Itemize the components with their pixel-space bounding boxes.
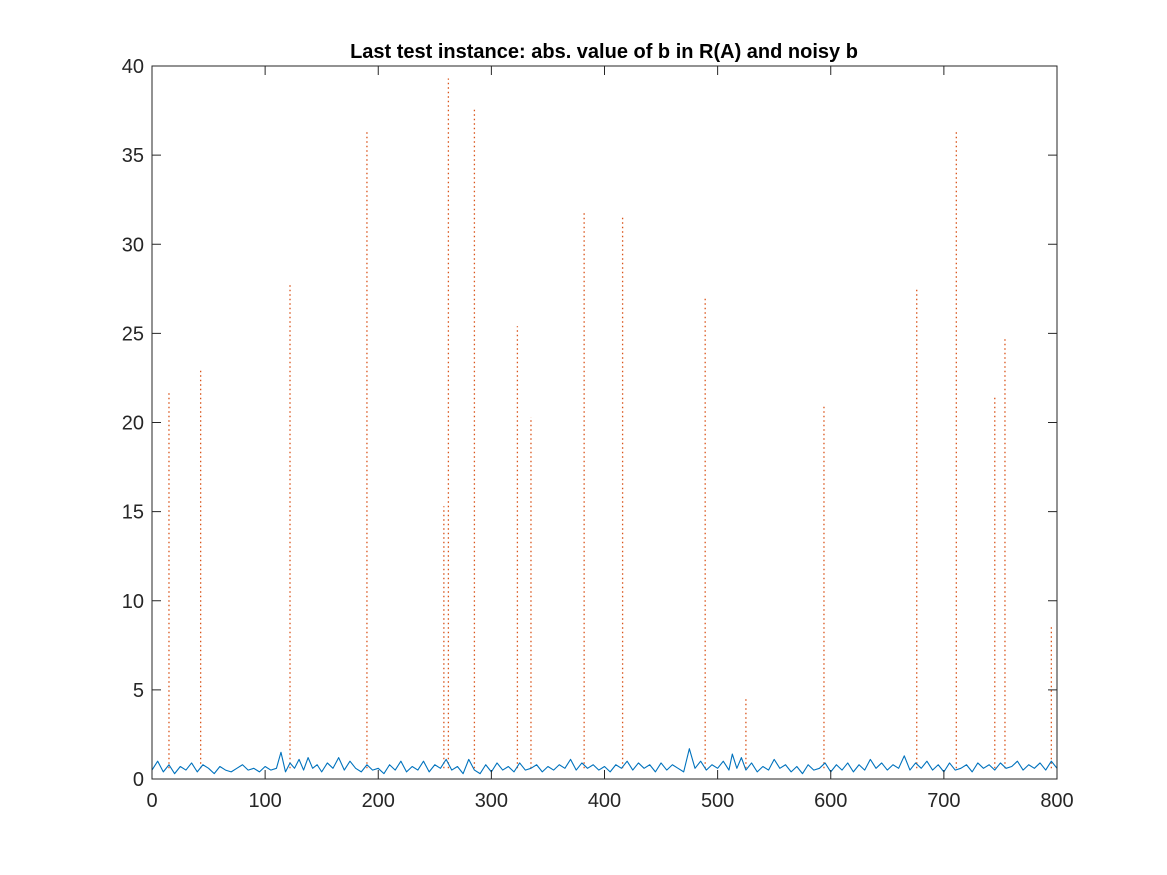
b-in-range-line: [151, 748, 1058, 775]
b-in-range-series: [151, 748, 1058, 775]
x-tick-label: 600: [814, 790, 847, 812]
x-tick-label: 100: [248, 790, 281, 812]
chart-title: Last test instance: abs. value of b in R…: [350, 41, 858, 63]
y-tick-label: 35: [122, 145, 144, 167]
y-tick-label: 5: [133, 680, 144, 702]
x-tick-label: 200: [362, 790, 395, 812]
x-tick-label: 300: [475, 790, 508, 812]
ticks: 0 100 200 300 400 500 600 700 800 0 5 10 15 20 25 30 35 4…: [122, 56, 1074, 812]
y-tick-label: 0: [133, 769, 144, 791]
x-tick-label: 700: [927, 790, 960, 812]
x-tick-label: 500: [701, 790, 734, 812]
noisy-b-series: [168, 78, 1052, 769]
y-tick-label: 10: [122, 591, 144, 613]
y-tick-label: 20: [122, 413, 144, 435]
y-tick-label: 40: [122, 56, 144, 78]
y-tick-label: 15: [122, 502, 144, 524]
x-tick-label: 0: [146, 790, 157, 812]
y-tick-label: 30: [122, 234, 144, 256]
y-tick-label: 25: [122, 323, 144, 345]
axes-background: [152, 66, 1057, 779]
x-tick-label: 800: [1040, 790, 1073, 812]
x-tick-label: 400: [588, 790, 621, 812]
